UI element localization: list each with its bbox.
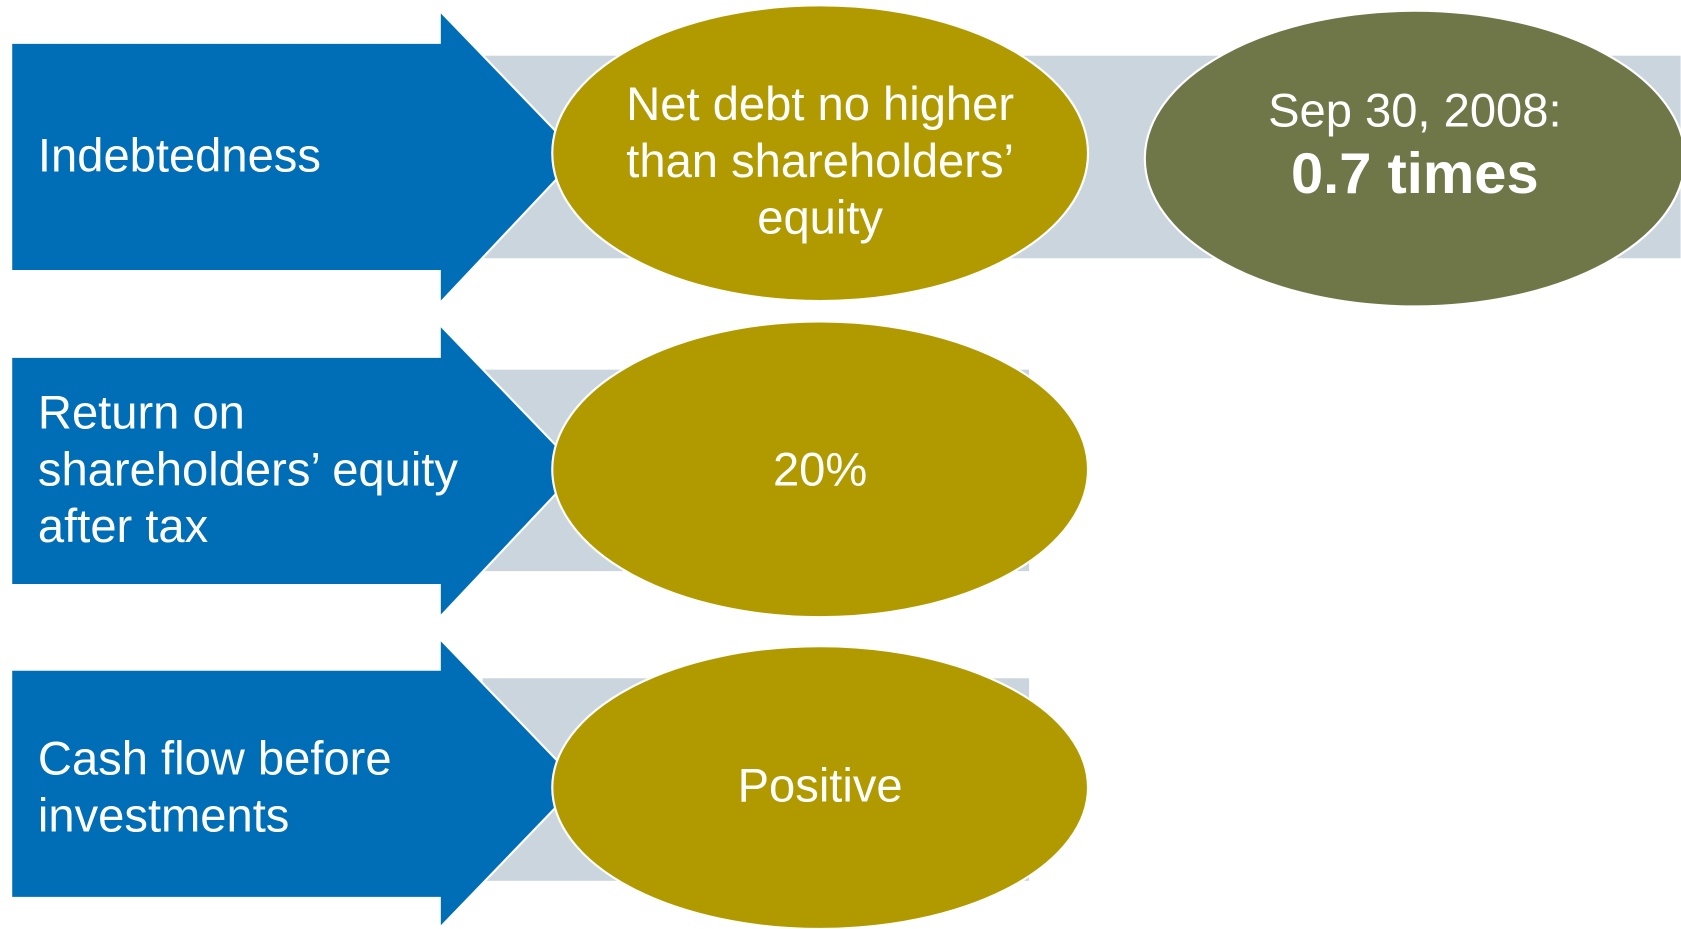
row-3: Cash flow before investments Positive <box>10 635 1090 929</box>
status-date: Sep 30, 2008: <box>1268 83 1561 136</box>
target-ellipse <box>551 4 1090 303</box>
arrow <box>10 8 581 306</box>
target-text: 20% <box>773 442 867 495</box>
target-text: than shareholders’ <box>626 134 1014 187</box>
row-label: shareholders’ equity <box>38 442 458 495</box>
target-text: Net debt no higher <box>626 77 1014 130</box>
row-label: Indebtedness <box>38 128 321 181</box>
row-1: Indebtedness Net debt no higher than sha… <box>10 4 1681 308</box>
row-2: Return on shareholders’ equity after tax… <box>10 320 1090 620</box>
row-label: after tax <box>38 499 209 552</box>
row-label: Cash flow before <box>38 732 392 785</box>
target-ellipse <box>551 645 1090 929</box>
target-ellipse <box>551 320 1090 619</box>
row-label: investments <box>38 788 289 841</box>
status-value: 0.7 times <box>1291 142 1539 206</box>
status-ellipse <box>1143 9 1681 308</box>
arrow <box>10 635 581 929</box>
target-text: Positive <box>738 758 903 811</box>
arrow <box>10 322 581 620</box>
row-label: Return on <box>38 386 245 439</box>
target-text: equity <box>757 191 883 244</box>
